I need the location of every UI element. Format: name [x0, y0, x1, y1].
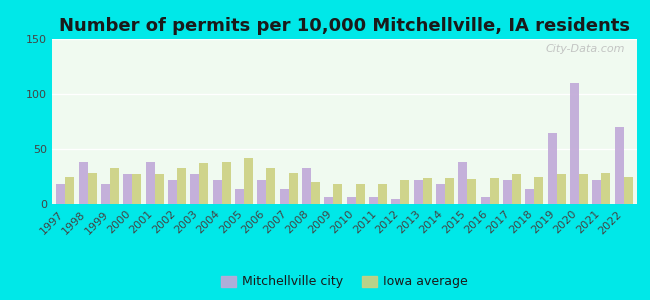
Bar [280, 189, 289, 204]
Bar [592, 180, 601, 204]
Bar [346, 197, 356, 204]
Bar [110, 168, 119, 204]
Bar [512, 174, 521, 204]
Bar [57, 184, 66, 204]
Bar [177, 168, 186, 204]
Bar [324, 197, 333, 204]
Bar [222, 162, 231, 204]
Bar [601, 173, 610, 204]
Bar [445, 178, 454, 204]
Bar [302, 168, 311, 204]
Bar [378, 184, 387, 204]
Bar [615, 127, 623, 204]
Bar [146, 162, 155, 204]
Bar [168, 180, 177, 204]
Bar [235, 189, 244, 204]
Bar [369, 197, 378, 204]
Bar [503, 180, 512, 204]
Bar [556, 174, 566, 204]
Bar [124, 174, 133, 204]
Bar [413, 180, 423, 204]
Bar [623, 176, 632, 204]
Bar [570, 83, 579, 204]
Bar [481, 197, 489, 204]
Bar [190, 174, 200, 204]
Text: City-Data.com: City-Data.com [546, 44, 625, 54]
Bar [311, 182, 320, 204]
Bar [548, 133, 556, 204]
Bar [155, 174, 164, 204]
Bar [422, 178, 432, 204]
Bar [579, 174, 588, 204]
Bar [534, 176, 543, 204]
Bar [266, 168, 276, 204]
Title: Number of permits per 10,000 Mitchellville, IA residents: Number of permits per 10,000 Mitchellvil… [59, 17, 630, 35]
Bar [391, 199, 400, 204]
Bar [400, 180, 410, 204]
Bar [436, 184, 445, 204]
Bar [289, 173, 298, 204]
Bar [244, 158, 253, 204]
Bar [467, 179, 476, 204]
Bar [525, 189, 534, 204]
Bar [66, 176, 74, 204]
Bar [257, 180, 266, 204]
Legend: Mitchellville city, Iowa average: Mitchellville city, Iowa average [216, 271, 473, 293]
Bar [79, 162, 88, 204]
Bar [213, 180, 222, 204]
Bar [101, 184, 110, 204]
Bar [489, 178, 499, 204]
Bar [133, 174, 141, 204]
Bar [356, 184, 365, 204]
Bar [458, 162, 467, 204]
Bar [200, 163, 208, 204]
Bar [333, 184, 343, 204]
Bar [88, 173, 97, 204]
